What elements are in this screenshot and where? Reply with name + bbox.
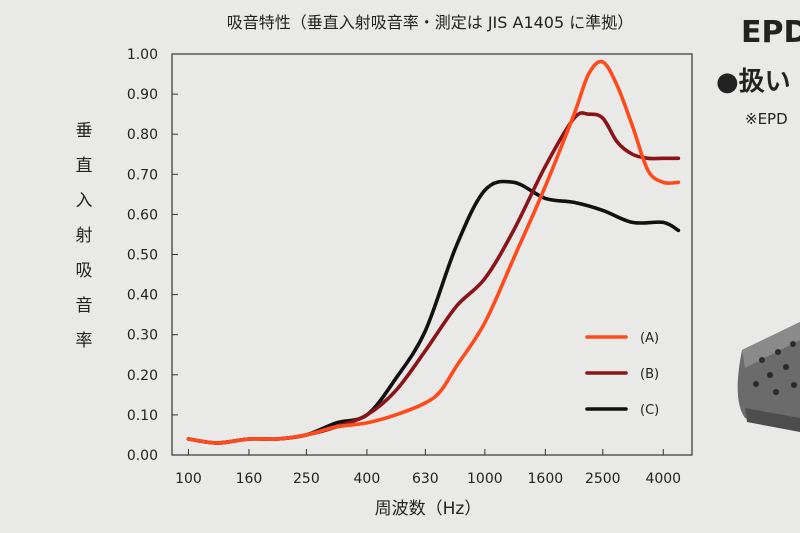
y-tick-label: 1.00 [127, 47, 158, 63]
y-tick-label: 0.00 [127, 448, 158, 464]
y-axis-label-char: 率 [76, 331, 93, 351]
side-note: ※EPD [745, 110, 788, 128]
series-line-a [186, 59, 681, 445]
legend-label: (A) [640, 331, 659, 346]
y-axis-label-char: 垂 [76, 121, 93, 141]
x-tick-label: 160 [236, 471, 263, 487]
foam-sample-image [737, 322, 800, 432]
x-axis-label: 周波数（Hz） [375, 499, 482, 519]
x-tick-label: 1000 [467, 471, 503, 487]
series-line-b [186, 111, 681, 445]
legend-label: (C) [640, 403, 659, 418]
x-tick-label: 4000 [645, 471, 681, 487]
y-axis-label-char: 入 [76, 191, 93, 211]
x-tick-label: 250 [293, 471, 320, 487]
y-tick-label: 0.60 [127, 207, 158, 223]
y-tick-label: 0.10 [127, 408, 158, 424]
y-tick-label: 0.50 [127, 248, 158, 264]
side-bullet: ●扱い [716, 67, 791, 97]
y-axis-label-char: 音 [76, 296, 93, 316]
y-ticks: 0.00 0.10 0.20 0.30 0.40 0.50 0.60 0.70 0.80 0.90… [127, 47, 178, 464]
legend: (A) (B) (C) [585, 331, 659, 418]
series-line-c [186, 179, 681, 445]
y-tick-label: 0.30 [127, 328, 158, 344]
y-tick-label: 0.70 [127, 167, 158, 183]
x-ticks: 100 160 250 400 630 1000 1600 2500 4000 [175, 449, 681, 487]
y-tick-label: 0.40 [127, 288, 158, 304]
plot-frame [171, 53, 693, 456]
side-heading: EPD [741, 15, 800, 50]
y-axis-label-char: 吸 [76, 261, 93, 281]
y-axis-label-char: 直 [76, 156, 93, 176]
x-tick-label: 1600 [528, 471, 564, 487]
side-panel: EPD ●扱い ※EPD [716, 15, 800, 128]
x-tick-label: 100 [175, 471, 202, 487]
y-tick-label: 0.90 [127, 87, 158, 103]
x-tick-label: 400 [354, 471, 381, 487]
x-tick-label: 2500 [585, 471, 621, 487]
series-lines [186, 59, 681, 445]
y-axis-label-char: 射 [76, 226, 93, 246]
chart-title: 吸音特性（垂直入射吸音率・測定は JIS A1405 に準拠） [227, 13, 634, 32]
x-tick-label: 630 [412, 471, 439, 487]
y-tick-label: 0.20 [127, 368, 158, 384]
legend-label: (B) [640, 367, 659, 382]
y-tick-label: 0.80 [127, 127, 158, 143]
y-axis-label: 垂直入射吸音率 [76, 121, 93, 351]
